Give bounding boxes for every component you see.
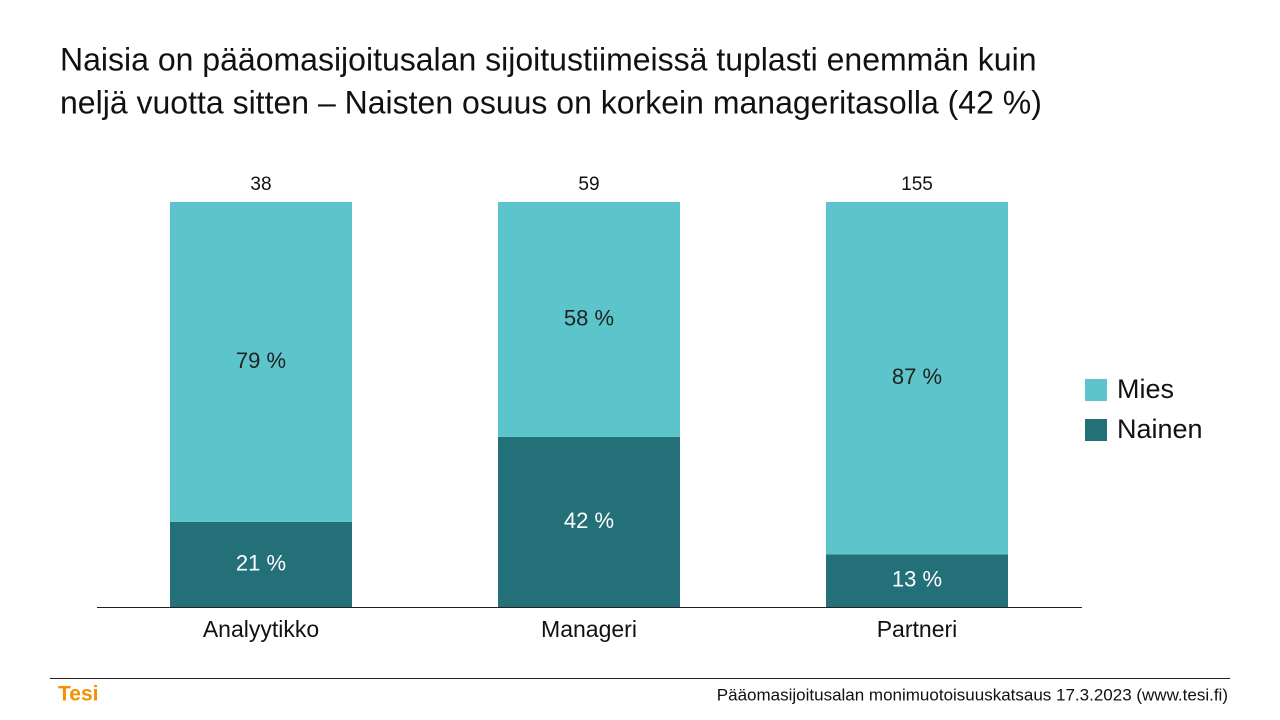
bar-segment [170, 202, 352, 522]
bar-segment [826, 554, 1008, 607]
value-label: 58 % [564, 305, 614, 330]
logo: Tesi [58, 683, 98, 706]
x-tick-label: Analyytikko [203, 616, 319, 642]
value-label: 13 % [892, 566, 942, 591]
bar-segment [170, 521, 352, 607]
value-label: 87 % [892, 364, 942, 389]
value-label: 21 % [236, 550, 286, 575]
value-label: 79 % [236, 348, 286, 373]
bar-segment [498, 202, 680, 437]
value-label: 42 % [564, 508, 614, 533]
bar-segment [498, 436, 680, 607]
title-line: neljä vuotta sitten – Naisten osuus on k… [60, 84, 1042, 120]
total-label: 59 [578, 174, 599, 195]
x-tick-label: Partneri [877, 616, 958, 642]
legend-label: Mies [1117, 374, 1174, 404]
total-label: 38 [250, 174, 271, 195]
x-tick-label: Manageri [541, 616, 637, 642]
legend-label: Nainen [1117, 414, 1203, 444]
title-line: Naisia on pääomasijoitusalan sijoitustii… [60, 41, 1036, 77]
legend-swatch [1085, 379, 1107, 401]
bar-segment [826, 202, 1008, 555]
total-label: 155 [901, 174, 933, 195]
legend-swatch [1085, 419, 1107, 441]
source: Pääomasijoitusalan monimuotoisuuskatsaus… [717, 685, 1228, 704]
